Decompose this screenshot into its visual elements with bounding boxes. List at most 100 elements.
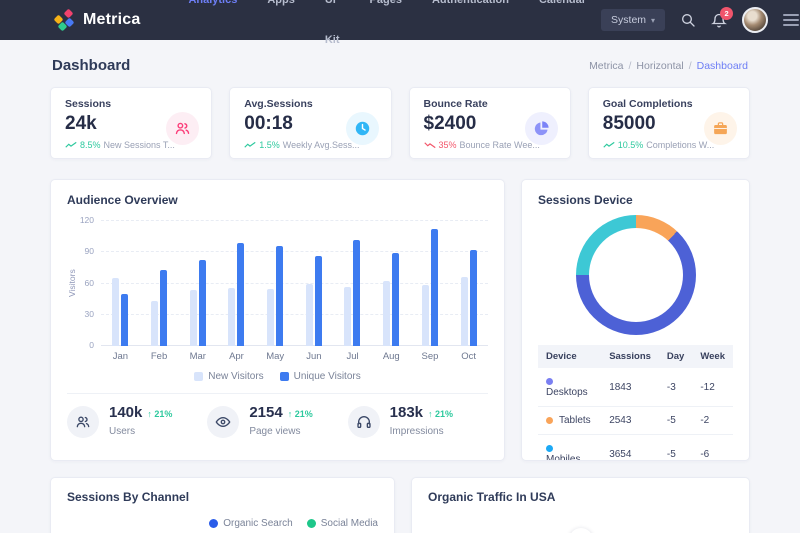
footer-stat-value: 2154 — [249, 404, 283, 421]
map-zoom-in-button[interactable]: + — [568, 528, 593, 533]
y-tick-label: 0 — [89, 340, 94, 350]
channel-legend: Organic Search Social Media — [67, 518, 378, 529]
legend-organic-search[interactable]: Organic Search — [209, 518, 293, 529]
stat-card-avg-sessions: Avg.Sessions 00:18 1.5% Weekly Avg.Sess.… — [229, 87, 392, 159]
bar-new-visitors[interactable] — [383, 281, 391, 346]
bar-unique-visitors[interactable] — [160, 269, 168, 346]
stat-desc-text: Completions W... — [646, 140, 715, 150]
search-button[interactable] — [680, 12, 696, 28]
table-row-desktops[interactable]: Desktops 1843 -3 -12 — [538, 368, 733, 407]
bar-unique-visitors[interactable] — [198, 259, 206, 346]
menu-toggle-icon[interactable] — [783, 14, 800, 26]
top-navbar: Metrica Analytics Apps UI Kit Pages Auth… — [0, 0, 800, 46]
legend-label: Unique Visitors — [293, 371, 361, 382]
bar-unique-visitors[interactable] — [469, 250, 477, 346]
device-sessions: 2543 — [601, 406, 659, 435]
device-week: -6 — [700, 448, 710, 460]
audience-overview-card: Audience Overview Visitors 0 30 60 90 120 Ja… — [50, 179, 505, 461]
stat-card-sessions: Sessions 24k 8.5% New Sessions T... — [50, 87, 213, 159]
device-sessions: 3654 — [609, 448, 632, 460]
device-day: -5 — [658, 406, 693, 435]
brand[interactable]: Metrica — [53, 8, 140, 32]
bar-new-visitors[interactable] — [151, 301, 159, 346]
sessions-device-donut[interactable] — [575, 215, 696, 335]
bar-unique-visitors[interactable] — [353, 239, 361, 346]
bar-group[interactable] — [383, 253, 400, 346]
stat-value: 00:18 — [244, 113, 293, 134]
bar-new-visitors[interactable] — [228, 287, 236, 346]
audience-footer-stats: 140k21% Users 215421% Page views 183k2 — [67, 393, 488, 439]
bar-group[interactable] — [228, 242, 245, 346]
footer-stat-delta: 21% — [288, 409, 313, 419]
breadcrumb-metrica[interactable]: Metrica — [589, 59, 624, 72]
bar-new-visitors[interactable] — [305, 283, 313, 346]
nav-item-authentication[interactable]: Authentication — [431, 0, 509, 6]
legend-new-visitors[interactable]: New Visitors — [194, 371, 264, 382]
pie-chart-icon — [524, 112, 558, 145]
device-week: -12 — [692, 368, 733, 407]
bar-group[interactable] — [344, 239, 361, 346]
metrica-logo-icon — [53, 8, 75, 32]
notifications-button[interactable]: 2 — [711, 6, 734, 29]
bar-group[interactable] — [267, 246, 284, 346]
y-tick-label: 120 — [79, 215, 94, 225]
y-axis-title: Visitors — [67, 269, 77, 298]
breadcrumb-horizontal[interactable]: Horizontal — [629, 60, 683, 72]
nav-item-calendar[interactable]: Calendar — [538, 0, 587, 6]
device-name: Desktops — [546, 387, 588, 398]
briefcase-icon — [704, 112, 737, 145]
footer-stat-label: Users — [109, 426, 136, 437]
footer-stat-label: Page views — [249, 426, 301, 437]
col-day: Day — [658, 345, 693, 368]
bar-group[interactable] — [305, 256, 322, 346]
system-dropdown[interactable]: System ▾ — [601, 9, 666, 31]
bar-chart-plot: 0 30 60 90 120 — [80, 215, 488, 350]
bar-group[interactable] — [112, 278, 129, 346]
user-avatar[interactable] — [742, 7, 769, 33]
stat-desc-text: Bounce Rate Wee... — [459, 140, 540, 150]
bar-new-visitors[interactable] — [267, 288, 275, 346]
bar-unique-visitors[interactable] — [392, 253, 400, 346]
usa-map[interactable]: + — [428, 504, 733, 533]
bar-unique-visitors[interactable] — [121, 293, 129, 346]
y-tick-label: 60 — [84, 277, 94, 288]
breadcrumb: Metrica Horizontal Dashboard — [589, 60, 748, 72]
legend-label: Social Media — [320, 518, 378, 529]
bar-unique-visitors[interactable] — [276, 246, 284, 346]
legend-unique-visitors[interactable]: Unique Visitors — [279, 371, 361, 382]
bar-new-visitors[interactable] — [344, 286, 352, 346]
legend-social-media[interactable]: Social Media — [306, 518, 378, 529]
stat-delta: 35% — [438, 140, 457, 150]
device-name: Mobiles — [546, 454, 581, 461]
nav-item-ui-kit[interactable]: UI Kit — [324, 0, 340, 46]
bar-new-visitors[interactable] — [460, 277, 468, 346]
bar-new-visitors[interactable] — [421, 284, 429, 346]
legend-dot — [306, 519, 316, 528]
stat-delta: 8.5% — [80, 140, 101, 150]
bar-chart-xlabels: Jan Feb Mar Apr May Jun Jul Aug Sep Oct — [101, 351, 488, 362]
headphones-icon — [347, 405, 380, 438]
device-week: -2 — [692, 406, 733, 435]
bar-unique-visitors[interactable] — [430, 229, 438, 346]
bar-new-visitors[interactable] — [112, 278, 120, 346]
x-tick-label: Jul — [346, 351, 359, 362]
search-icon — [682, 14, 695, 27]
bar-group[interactable] — [460, 250, 477, 346]
bar-unique-visitors[interactable] — [237, 242, 245, 346]
table-row-mobiles[interactable]: Mobiles 3654 -5 -6 — [538, 435, 733, 461]
legend-swatch — [279, 372, 289, 381]
nav-item-analytics[interactable]: Analytics — [188, 0, 238, 6]
bar-group[interactable] — [151, 269, 168, 346]
table-row-tablets[interactable]: Tablets 2543 -5 -2 — [538, 406, 733, 435]
nav-item-pages[interactable]: Pages — [369, 0, 402, 6]
device-day: -5 — [666, 448, 676, 460]
bar-group[interactable] — [189, 259, 206, 346]
chevron-down-icon: ▾ — [651, 15, 656, 25]
bar-unique-visitors[interactable] — [314, 256, 322, 346]
bar-group[interactable] — [421, 229, 438, 346]
series-dot — [546, 416, 553, 424]
device-table: Device Sassions Day Week Desktops 1843 -… — [538, 345, 733, 461]
nav-item-apps[interactable]: Apps — [267, 0, 295, 6]
bar-new-visitors[interactable] — [189, 289, 197, 346]
series-dot — [546, 377, 553, 385]
